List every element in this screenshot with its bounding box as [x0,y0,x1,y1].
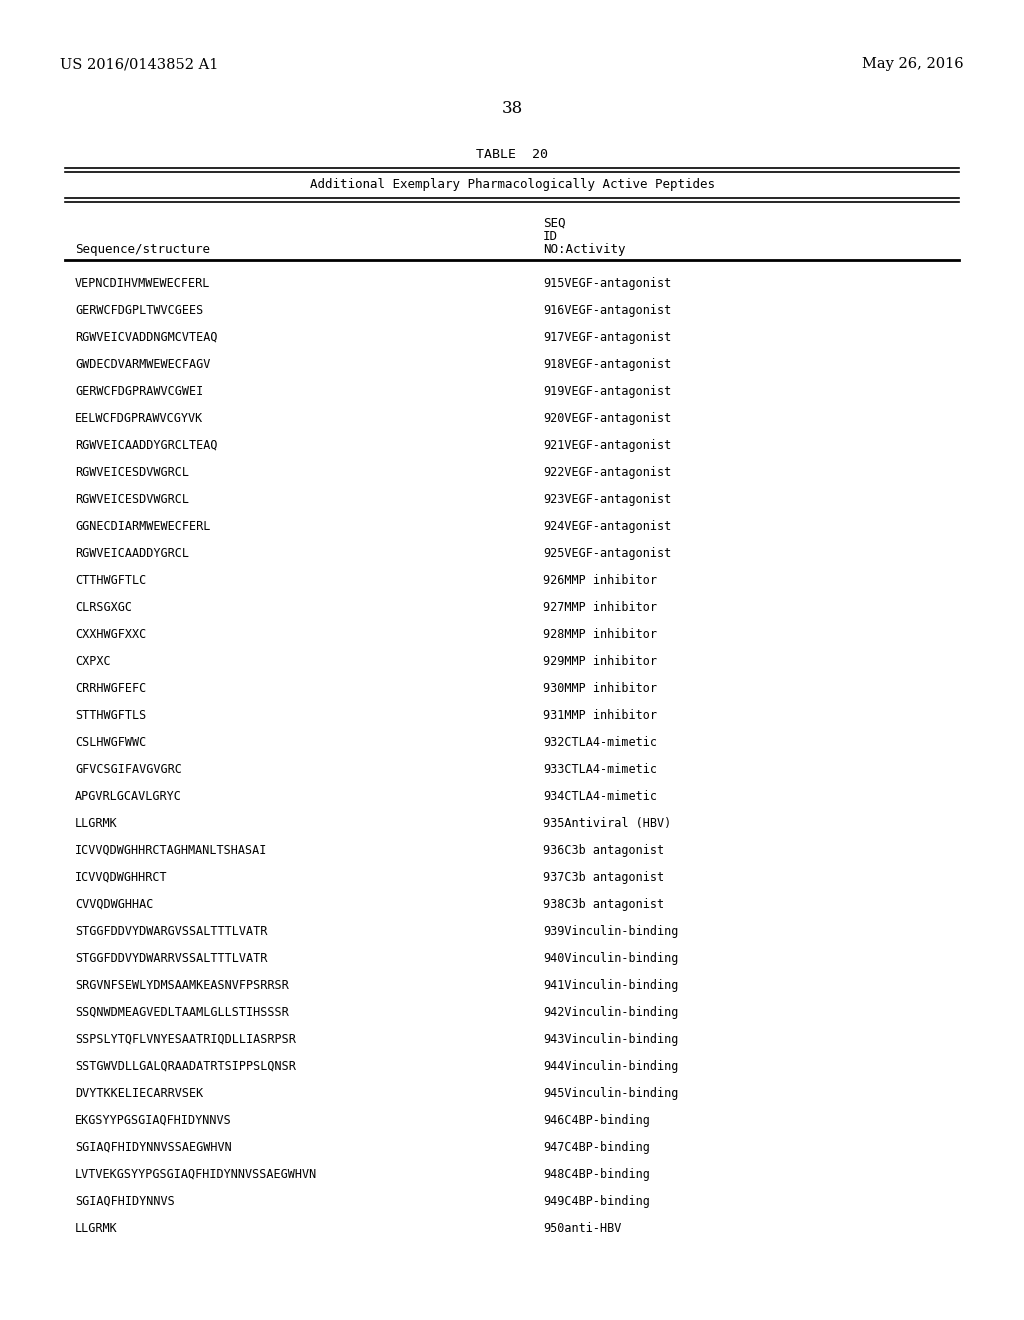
Text: 944Vinculin-binding: 944Vinculin-binding [543,1060,678,1073]
Text: CTTHWGFTLC: CTTHWGFTLC [75,574,146,587]
Text: SGIAQFHIDYNNVS: SGIAQFHIDYNNVS [75,1195,175,1208]
Text: 947C4BP-binding: 947C4BP-binding [543,1140,650,1154]
Text: 919VEGF-antagonist: 919VEGF-antagonist [543,385,672,399]
Text: RGWVEICESDVWGRCL: RGWVEICESDVWGRCL [75,492,189,506]
Text: STGGFDDVYDWARRVSSALTTTLVATR: STGGFDDVYDWARRVSSALTTTLVATR [75,952,267,965]
Text: 917VEGF-antagonist: 917VEGF-antagonist [543,331,672,345]
Text: RGWVEICAADDYGRCLTEAQ: RGWVEICAADDYGRCLTEAQ [75,440,217,451]
Text: GFVCSGIFAVGVGRC: GFVCSGIFAVGVGRC [75,763,182,776]
Text: 942Vinculin-binding: 942Vinculin-binding [543,1006,678,1019]
Text: GERWCFDGPLTWVCGEES: GERWCFDGPLTWVCGEES [75,304,203,317]
Text: EELWCFDGPRAWVCGYVK: EELWCFDGPRAWVCGYVK [75,412,203,425]
Text: 937C3b antagonist: 937C3b antagonist [543,871,665,884]
Text: 950anti-HBV: 950anti-HBV [543,1222,622,1236]
Text: ICVVQDWGHHRCTAGHMANLTSHASAI: ICVVQDWGHHRCTAGHMANLTSHASAI [75,843,267,857]
Text: RGWVEICVADDNGMCVTEAQ: RGWVEICVADDNGMCVTEAQ [75,331,217,345]
Text: 916VEGF-antagonist: 916VEGF-antagonist [543,304,672,317]
Text: 922VEGF-antagonist: 922VEGF-antagonist [543,466,672,479]
Text: 934CTLA4-mimetic: 934CTLA4-mimetic [543,789,657,803]
Text: 918VEGF-antagonist: 918VEGF-antagonist [543,358,672,371]
Text: 949C4BP-binding: 949C4BP-binding [543,1195,650,1208]
Text: 945Vinculin-binding: 945Vinculin-binding [543,1086,678,1100]
Text: 935Antiviral (HBV): 935Antiviral (HBV) [543,817,672,830]
Text: ICVVQDWGHHRCT: ICVVQDWGHHRCT [75,871,168,884]
Text: SGIAQFHIDYNNVSSAEGWHVN: SGIAQFHIDYNNVSSAEGWHVN [75,1140,231,1154]
Text: 915VEGF-antagonist: 915VEGF-antagonist [543,277,672,290]
Text: ID: ID [543,230,558,243]
Text: 923VEGF-antagonist: 923VEGF-antagonist [543,492,672,506]
Text: LLGRMK: LLGRMK [75,1222,118,1236]
Text: STTHWGFTLS: STTHWGFTLS [75,709,146,722]
Text: 924VEGF-antagonist: 924VEGF-antagonist [543,520,672,533]
Text: 940Vinculin-binding: 940Vinculin-binding [543,952,678,965]
Text: RGWVEICESDVWGRCL: RGWVEICESDVWGRCL [75,466,189,479]
Text: DVYTKKELIECARRVSEK: DVYTKKELIECARRVSEK [75,1086,203,1100]
Text: 938C3b antagonist: 938C3b antagonist [543,898,665,911]
Text: 946C4BP-binding: 946C4BP-binding [543,1114,650,1127]
Text: GGNECDIARMWEWECFERL: GGNECDIARMWEWECFERL [75,520,210,533]
Text: 948C4BP-binding: 948C4BP-binding [543,1168,650,1181]
Text: 943Vinculin-binding: 943Vinculin-binding [543,1034,678,1045]
Text: CXPXC: CXPXC [75,655,111,668]
Text: CSLHWGFWWC: CSLHWGFWWC [75,737,146,748]
Text: STGGFDDVYDWARGVSSALTTTLVATR: STGGFDDVYDWARGVSSALTTTLVATR [75,925,267,939]
Text: GERWCFDGPRAWVCGWEI: GERWCFDGPRAWVCGWEI [75,385,203,399]
Text: SRGVNFSEWLYDMSAAMKEASNVFPSRRSR: SRGVNFSEWLYDMSAAMKEASNVFPSRRSR [75,979,289,993]
Text: 929MMP inhibitor: 929MMP inhibitor [543,655,657,668]
Text: 941Vinculin-binding: 941Vinculin-binding [543,979,678,993]
Text: 931MMP inhibitor: 931MMP inhibitor [543,709,657,722]
Text: CLRSGXGC: CLRSGXGC [75,601,132,614]
Text: NO:Activity: NO:Activity [543,243,626,256]
Text: 38: 38 [502,100,522,117]
Text: 933CTLA4-mimetic: 933CTLA4-mimetic [543,763,657,776]
Text: SSTGWVDLLGALQRAADATRTSIPPSLQNSR: SSTGWVDLLGALQRAADATRTSIPPSLQNSR [75,1060,296,1073]
Text: 939Vinculin-binding: 939Vinculin-binding [543,925,678,939]
Text: 920VEGF-antagonist: 920VEGF-antagonist [543,412,672,425]
Text: LLGRMK: LLGRMK [75,817,118,830]
Text: EKGSYYPGSGIAQFHIDYNNVS: EKGSYYPGSGIAQFHIDYNNVS [75,1114,231,1127]
Text: TABLE  20: TABLE 20 [476,148,548,161]
Text: US 2016/0143852 A1: US 2016/0143852 A1 [60,57,218,71]
Text: SSPSLYTQFLVNYESAATRIQDLLIASRPSR: SSPSLYTQFLVNYESAATRIQDLLIASRPSR [75,1034,296,1045]
Text: May 26, 2016: May 26, 2016 [862,57,964,71]
Text: Additional Exemplary Pharmacologically Active Peptides: Additional Exemplary Pharmacologically A… [309,178,715,191]
Text: SEQ: SEQ [543,216,565,230]
Text: 936C3b antagonist: 936C3b antagonist [543,843,665,857]
Text: CXXHWGFXXC: CXXHWGFXXC [75,628,146,642]
Text: GWDECDVARMWEWECFAGV: GWDECDVARMWEWECFAGV [75,358,210,371]
Text: VEPNCDIHVMWEWECFERL: VEPNCDIHVMWEWECFERL [75,277,210,290]
Text: 928MMP inhibitor: 928MMP inhibitor [543,628,657,642]
Text: 930MMP inhibitor: 930MMP inhibitor [543,682,657,696]
Text: 921VEGF-antagonist: 921VEGF-antagonist [543,440,672,451]
Text: APGVRLGCAVLGRYC: APGVRLGCAVLGRYC [75,789,182,803]
Text: 927MMP inhibitor: 927MMP inhibitor [543,601,657,614]
Text: 932CTLA4-mimetic: 932CTLA4-mimetic [543,737,657,748]
Text: Sequence/structure: Sequence/structure [75,243,210,256]
Text: 925VEGF-antagonist: 925VEGF-antagonist [543,546,672,560]
Text: CVVQDWGHHAC: CVVQDWGHHAC [75,898,154,911]
Text: 926MMP inhibitor: 926MMP inhibitor [543,574,657,587]
Text: LVTVEKGSYYPGSGIAQFHIDYNNVSSAEGWHVN: LVTVEKGSYYPGSGIAQFHIDYNNVSSAEGWHVN [75,1168,317,1181]
Text: CRRHWGFEFC: CRRHWGFEFC [75,682,146,696]
Text: SSQNWDMEAGVEDLTAAMLGLLSTIHSSSR: SSQNWDMEAGVEDLTAAMLGLLSTIHSSSR [75,1006,289,1019]
Text: RGWVEICAADDYGRCL: RGWVEICAADDYGRCL [75,546,189,560]
